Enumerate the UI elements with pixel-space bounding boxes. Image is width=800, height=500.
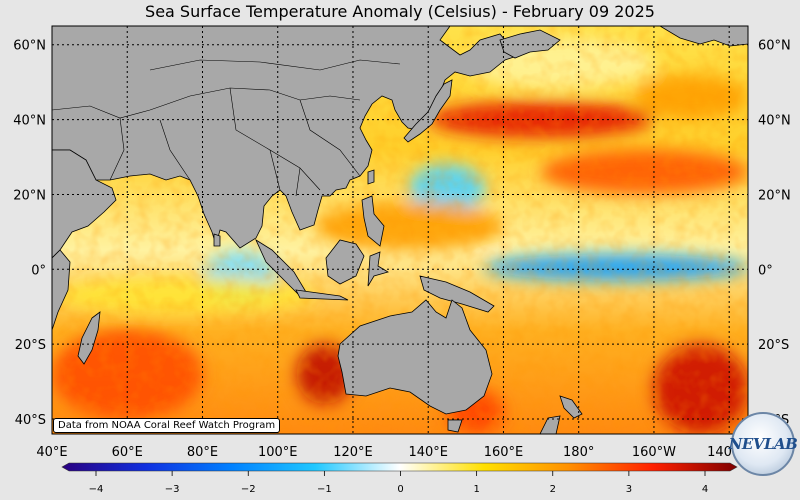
longitude-label: 100°E	[258, 445, 298, 460]
longitude-label: 60°E	[112, 445, 143, 460]
latitude-label: 40°S	[15, 413, 46, 428]
longitude-label: 160°W	[632, 445, 676, 460]
latitude-label: 60°N	[13, 39, 46, 54]
latitude-label: 20°S	[758, 338, 789, 353]
land-alaska	[659, 26, 748, 47]
longitude-label: 160°E	[484, 445, 524, 460]
colorbar-tick-label: −4	[89, 484, 104, 495]
longitude-labels: 40°E 60°E 80°E 100°E 120°E 140°E 160°E 180° 160°…	[36, 445, 751, 460]
latitude-label: 20°N	[13, 188, 46, 203]
latitude-label: 20°N	[758, 188, 791, 203]
land-new-zealand-north	[559, 395, 583, 419]
colorbar-tick-label: 0	[397, 484, 403, 495]
longitude-label: 80°E	[187, 445, 218, 460]
land-taiwan	[367, 169, 375, 185]
colorbar-tick-label: 1	[473, 484, 479, 495]
land-asia	[52, 26, 521, 249]
colorbar-tick-label: −3	[165, 484, 180, 495]
colorbar-tick-label: 2	[550, 484, 556, 495]
nevlab-logo: NEVLAB	[728, 412, 798, 476]
data-credit-label: Data from NOAA Coral Reef Watch Program	[53, 418, 281, 433]
latitude-labels-left: 60°N 40°N 20°N 0° 20°S 40°S	[13, 39, 46, 428]
land-masses	[52, 26, 748, 434]
latitude-label: 0°	[758, 263, 773, 278]
graticule-grid	[52, 26, 748, 434]
colorbar-scale	[61, 462, 738, 472]
map-title: Sea Surface Temperature Anomaly (Celsius…	[145, 2, 655, 21]
longitude-label: 40°E	[36, 445, 67, 460]
latitude-label: 40°N	[758, 114, 791, 129]
latitude-label: 20°S	[15, 338, 46, 353]
longitude-label: 140°E	[408, 445, 448, 460]
land-sri-lanka	[213, 233, 221, 247]
colorbar-tick-label: 3	[626, 484, 632, 495]
country-borders	[52, 59, 401, 197]
land-philippines	[361, 195, 385, 247]
map-plot-area	[52, 26, 748, 434]
land-africa	[52, 249, 71, 331]
land-new-guinea	[419, 275, 495, 313]
colorbar-ticks: −4 −3 −2 −1 0 1 2 3 4	[89, 471, 708, 495]
latitude-labels-right: 60°N40°N20°N0°20°S40°S	[758, 39, 791, 428]
longitude-label: 120°E	[333, 445, 373, 460]
land-java	[295, 289, 349, 301]
colorbar-tick-label: 4	[702, 484, 708, 495]
longitude-label: 180°	[563, 445, 594, 460]
colorbar: −4 −3 −2 −1 0 1 2 3 4	[61, 462, 738, 495]
logo-text: NEVLAB	[728, 435, 798, 453]
colorbar-tick-label: −1	[317, 484, 332, 495]
latitude-label: 0°	[31, 263, 46, 278]
map-frame	[51, 25, 749, 435]
latitude-label: 40°N	[13, 114, 46, 129]
colorbar-tick-label: −2	[241, 484, 256, 495]
land-australia	[337, 299, 493, 415]
latitude-label: 60°N	[758, 39, 791, 54]
land-madagascar	[77, 311, 101, 365]
land-new-zealand-south	[539, 415, 561, 434]
land-borneo	[325, 239, 365, 285]
land-japan	[403, 79, 453, 143]
land-sakhalin-kamchatka	[499, 29, 561, 59]
land-tasmania	[447, 419, 463, 433]
